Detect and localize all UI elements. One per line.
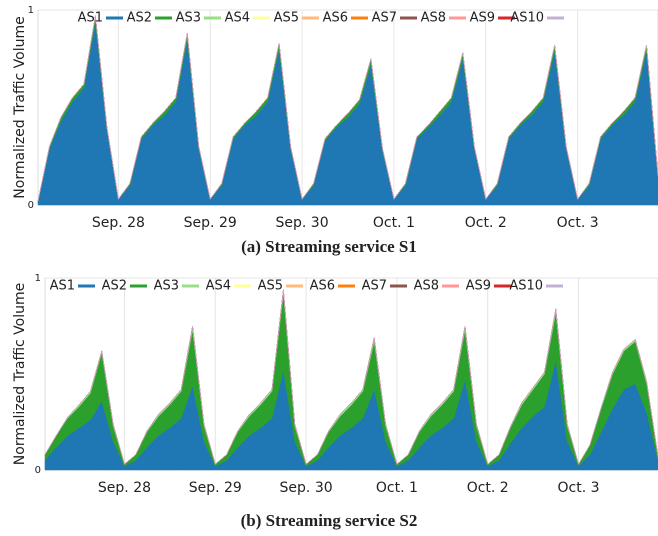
y-axis-label: Normalized Traffic Volume xyxy=(12,16,28,198)
x-tick-label: Sep. 30 xyxy=(280,480,333,496)
legend-label: AS9 xyxy=(466,279,491,294)
legend-label: AS7 xyxy=(372,11,397,26)
legend-label: AS4 xyxy=(206,279,231,294)
legend-label: AS10 xyxy=(510,11,544,26)
legend-label: AS9 xyxy=(470,11,495,26)
x-tick-label: Sep. 29 xyxy=(184,215,237,231)
x-tick-label: Oct. 2 xyxy=(465,215,507,231)
x-tick-label: Oct. 3 xyxy=(557,215,599,231)
x-tick-label: Oct. 2 xyxy=(467,480,509,496)
legend-label: AS7 xyxy=(362,279,387,294)
x-tick-label: Oct. 1 xyxy=(373,215,415,231)
y-tick-label: 1 xyxy=(35,273,41,284)
caption: (a) Streaming service S1 xyxy=(241,237,417,256)
legend-label: AS2 xyxy=(102,279,127,294)
legend-label: AS5 xyxy=(274,11,299,26)
legend-label: AS8 xyxy=(421,11,446,26)
y-axis-label: Normalized Traffic Volume xyxy=(12,283,28,465)
x-tick-label: Oct. 1 xyxy=(376,480,418,496)
legend-label: AS3 xyxy=(154,279,179,294)
x-tick-label: Sep. 30 xyxy=(276,215,329,231)
area xyxy=(44,289,658,465)
legend-label: AS5 xyxy=(258,279,283,294)
area xyxy=(37,15,658,202)
legend-label: AS3 xyxy=(176,11,201,26)
legend-label: AS1 xyxy=(50,279,75,294)
x-tick-label: Sep. 28 xyxy=(98,480,151,496)
y-tick-label: 0 xyxy=(28,200,34,211)
legend-label: AS1 xyxy=(78,11,103,26)
legend-label: AS2 xyxy=(127,11,152,26)
y-tick-label: 0 xyxy=(35,465,41,476)
legend-label: AS6 xyxy=(323,11,348,26)
x-tick-label: Oct. 3 xyxy=(558,480,600,496)
legend-label: AS8 xyxy=(414,279,439,294)
x-tick-label: Sep. 28 xyxy=(92,215,145,231)
caption: (b) Streaming service S2 xyxy=(241,511,418,530)
y-tick-label: 1 xyxy=(28,5,34,16)
legend-label: AS6 xyxy=(310,279,335,294)
legend-label: AS4 xyxy=(225,11,250,26)
x-tick-label: Sep. 29 xyxy=(189,480,242,496)
legend-label: AS10 xyxy=(509,279,543,294)
